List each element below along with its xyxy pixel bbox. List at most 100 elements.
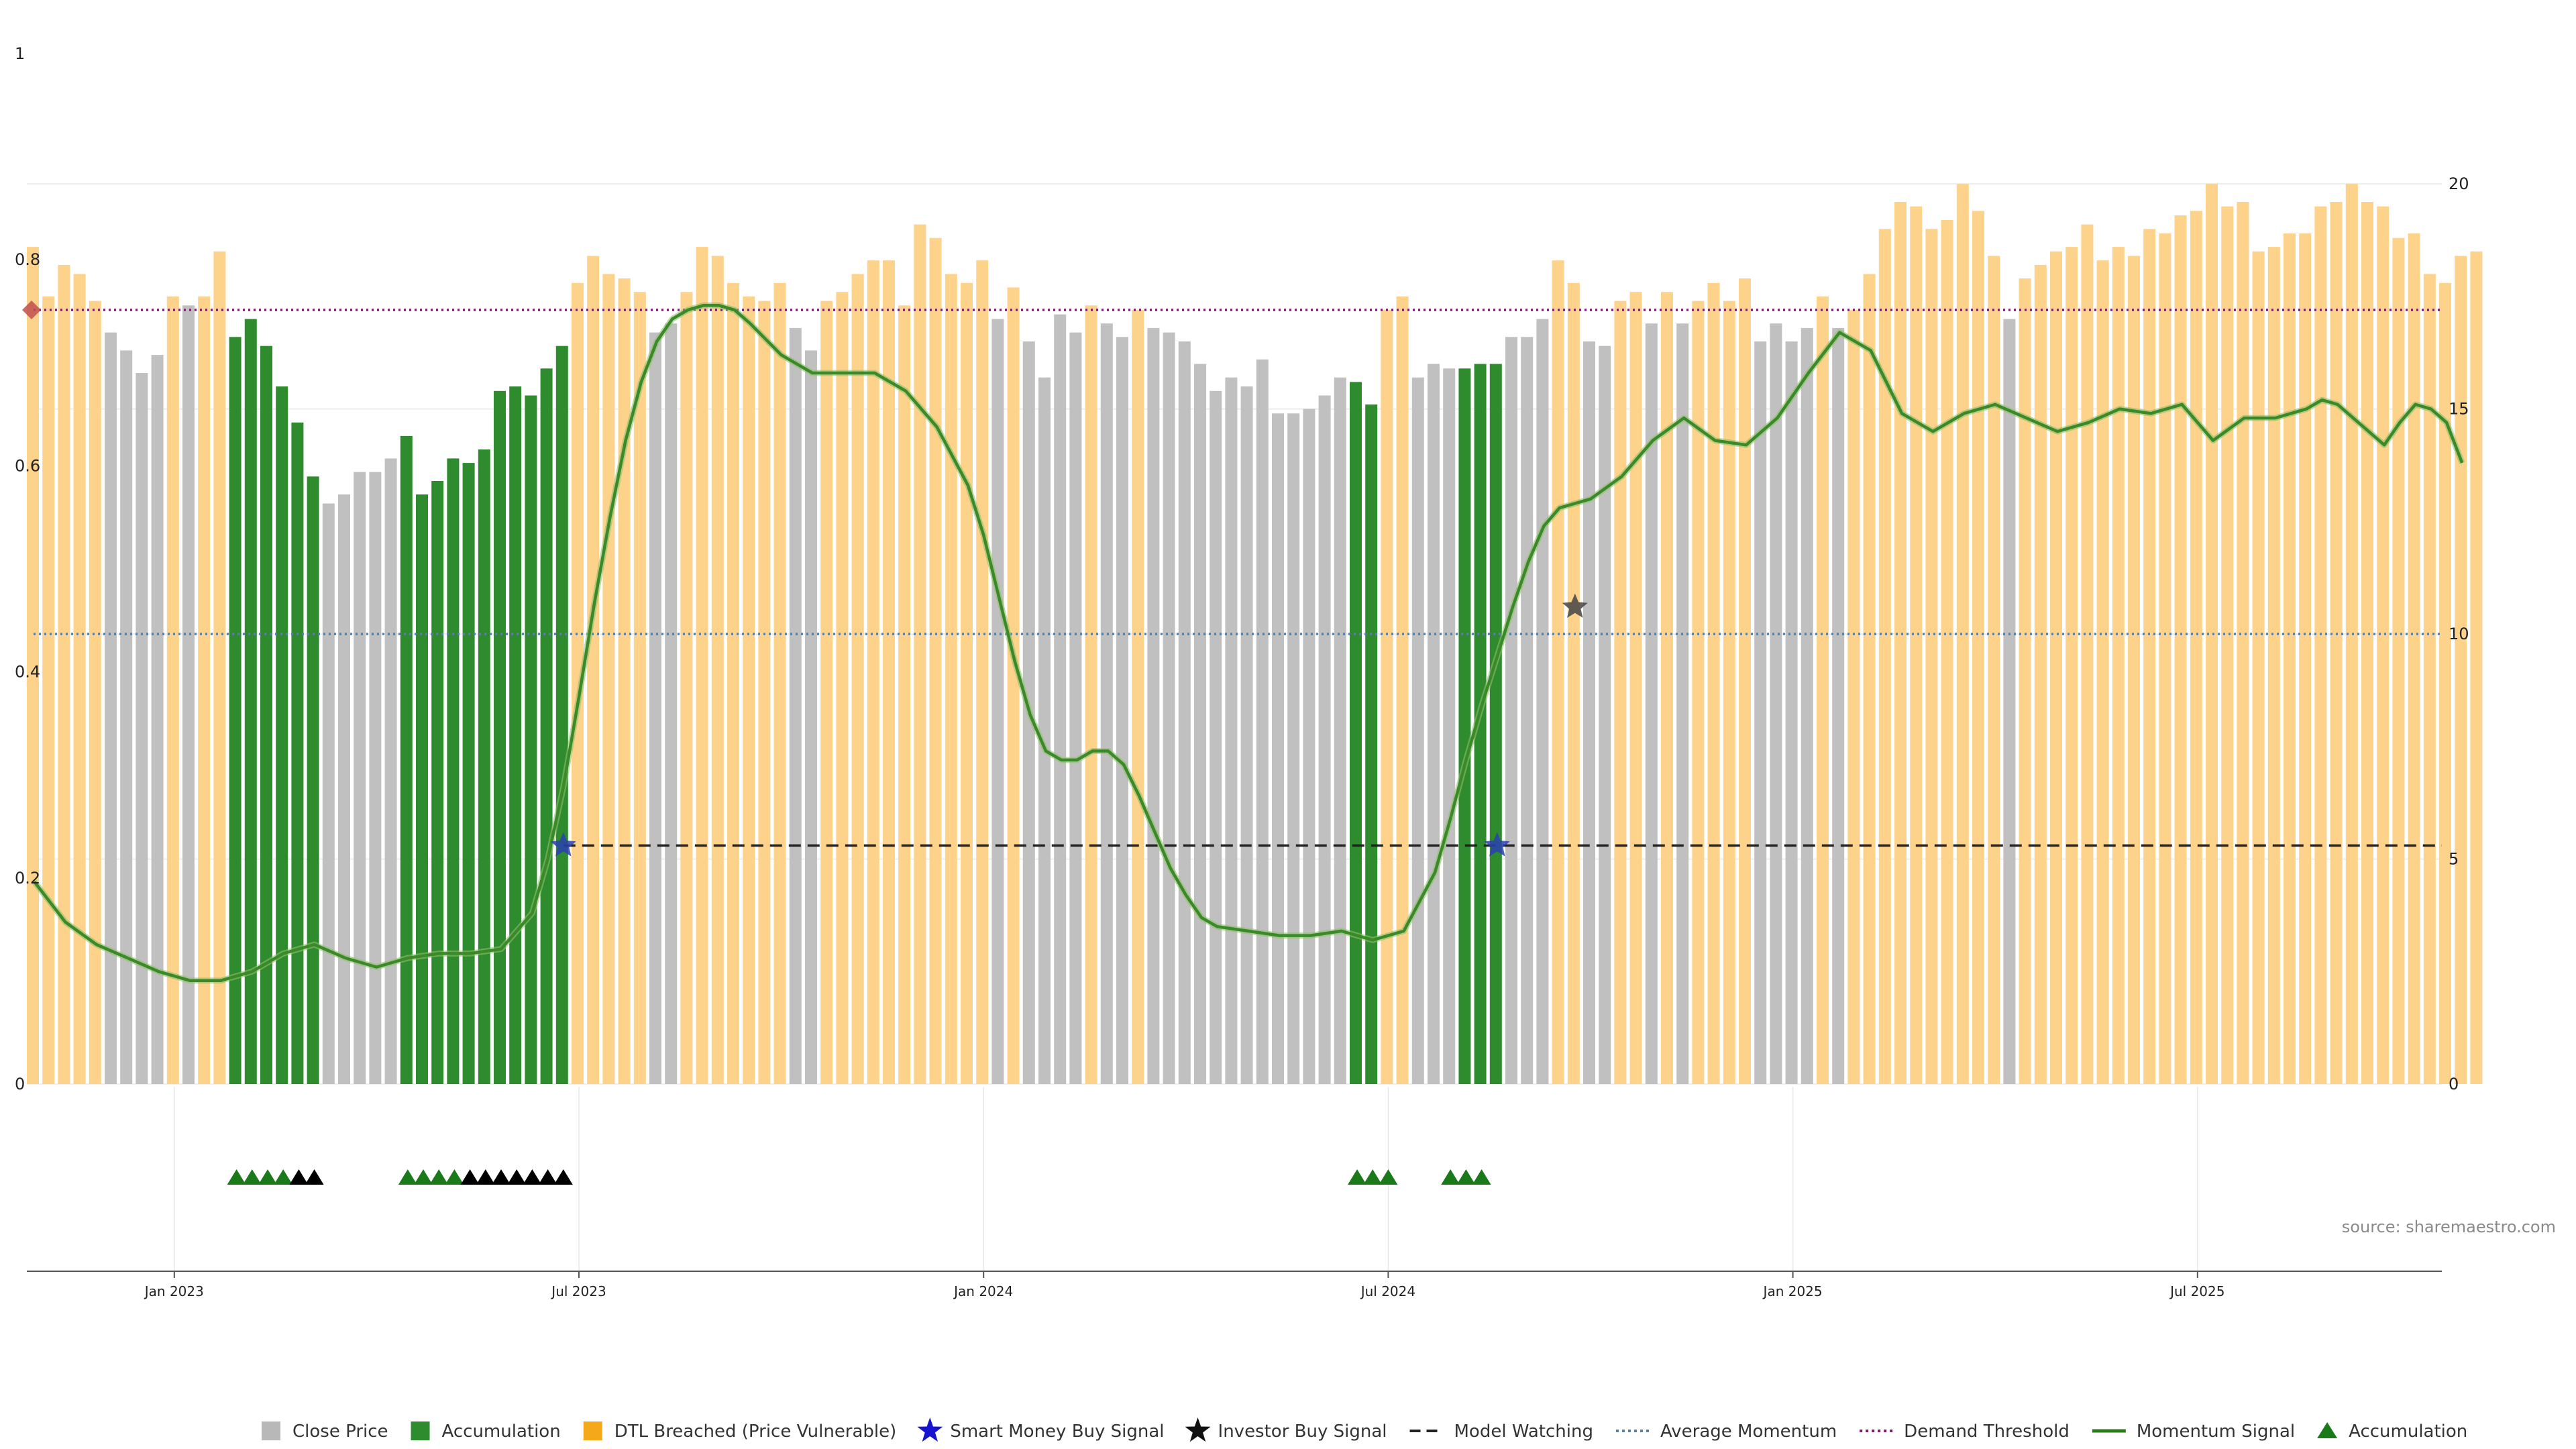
dtl-bar: [89, 301, 101, 1085]
close-bar: [1785, 341, 1798, 1084]
dtl-bar: [898, 305, 911, 1084]
legend-swatch: [583, 1421, 602, 1440]
dtl-bar: [2330, 202, 2343, 1084]
accumulation-triangle: [274, 1169, 293, 1185]
close-bar: [1194, 364, 1206, 1084]
dtl-bar: [1085, 305, 1097, 1084]
dtl-bar: [914, 224, 926, 1085]
accumulation-bar: [276, 386, 288, 1084]
left-axis-tick-label: 1: [15, 44, 25, 63]
accumulation-bar: [400, 435, 413, 1084]
left-axis-tick-label: 0.6: [15, 456, 40, 475]
dtl-bar: [711, 256, 724, 1084]
accumulation-triangle: [1379, 1169, 1398, 1185]
legend-label: Close Price: [292, 1421, 388, 1442]
accumulation-triangle: [1472, 1169, 1491, 1185]
dtl-bar: [696, 247, 708, 1085]
accumulation-bar: [431, 481, 444, 1084]
dtl-bar: [2455, 256, 2467, 1084]
accumulation-bar: [447, 458, 460, 1084]
legend-label: Smart Money Buy Signal: [950, 1421, 1164, 1442]
right-axis-tick-label: 5: [2449, 850, 2459, 869]
dtl-bar: [1552, 260, 1564, 1085]
demand-threshold-marker: [22, 301, 41, 320]
accumulation-bar: [1365, 404, 1378, 1084]
dtl-bar: [1941, 219, 1953, 1084]
close-bar: [1147, 327, 1160, 1084]
close-bar: [120, 350, 133, 1084]
source-label: source: sharemaestro.com: [2342, 1218, 2556, 1236]
dtl-bar: [2206, 184, 2218, 1085]
close-bar: [1318, 395, 1331, 1084]
accumulation-triangle: [414, 1169, 433, 1185]
investor-triangle: [492, 1169, 511, 1185]
close-bar: [1240, 386, 1253, 1084]
close-bar: [1770, 323, 1782, 1085]
dtl-bar: [2174, 215, 2187, 1085]
accumulation-bar: [291, 422, 304, 1084]
close-bar: [105, 332, 117, 1085]
close-bar: [991, 319, 1004, 1084]
dtl-bar: [929, 237, 942, 1085]
close-bar: [789, 327, 802, 1084]
dtl-bar: [2019, 278, 2031, 1085]
close-bar: [1054, 314, 1067, 1085]
close-bar: [1645, 323, 1658, 1085]
close-bar: [182, 305, 195, 1084]
dtl-bar: [2439, 282, 2451, 1084]
dtl-bar: [961, 282, 973, 1084]
dtl-bar: [198, 296, 211, 1084]
legend-item: Close Price: [262, 1421, 388, 1442]
close-bar: [1287, 413, 1300, 1084]
right-axis-tick-label: 15: [2449, 400, 2469, 419]
dtl-bar: [2081, 224, 2094, 1085]
legend-label: Average Momentum: [1660, 1421, 1837, 1442]
close-bar: [354, 472, 366, 1084]
left-axis-tick-label: 0.2: [15, 869, 40, 888]
x-axis-tick-label: Jul 2023: [550, 1283, 606, 1299]
dtl-bar: [1894, 202, 1907, 1084]
legend-label: Demand Threshold: [1904, 1421, 2070, 1442]
legend-label: Accumulation: [442, 1421, 561, 1442]
dtl-bar: [867, 260, 879, 1085]
dtl-bar: [73, 274, 86, 1084]
dtl-bar: [1723, 301, 1735, 1085]
close-bar: [1801, 327, 1813, 1084]
close-bar: [1599, 345, 1611, 1085]
close-bar: [1676, 323, 1689, 1085]
accumulation-triangle: [1456, 1169, 1476, 1185]
dtl-bar: [1925, 229, 1938, 1084]
legend-item: Momentum Signal: [2092, 1421, 2295, 1442]
left-axis-tick-label: 0.8: [15, 250, 40, 269]
accumulation-bar: [555, 345, 568, 1085]
legend-item: DTL Breached (Price Vulnerable): [583, 1421, 896, 1442]
x-axis-tick-label: Jan 2023: [144, 1283, 204, 1299]
accumulation-triangle: [1348, 1169, 1366, 1185]
bars: [27, 184, 2483, 1085]
dtl-bar: [2128, 256, 2140, 1084]
dtl-bar: [2050, 251, 2062, 1084]
dtl-bar: [2159, 233, 2171, 1084]
accumulation-bar: [525, 395, 537, 1084]
dtl-bar: [1614, 301, 1627, 1085]
investor-triangle: [476, 1169, 495, 1185]
dtl-bar: [1661, 292, 1673, 1085]
legend-swatch: [411, 1421, 430, 1440]
accumulation-triangle: [242, 1169, 262, 1185]
dtl-bar: [2345, 184, 2358, 1085]
dtl-bar: [2299, 233, 2312, 1084]
legend-item: Accumulation: [2317, 1421, 2467, 1442]
dtl-bar: [1629, 292, 1642, 1085]
legend-item: Model Watching: [1409, 1421, 1593, 1442]
legend-label: Momentum Signal: [2137, 1421, 2295, 1442]
accumulation-bar: [1350, 382, 1362, 1084]
investor-triangle: [538, 1169, 557, 1185]
close-bar: [1303, 409, 1316, 1084]
legend-label: Investor Buy Signal: [1218, 1421, 1387, 1442]
dtl-bar: [2237, 202, 2249, 1084]
dtl-bar: [2065, 247, 2078, 1085]
accumulation-bar: [260, 345, 272, 1085]
dtl-bar: [618, 278, 631, 1085]
dtl-bar: [58, 264, 70, 1084]
